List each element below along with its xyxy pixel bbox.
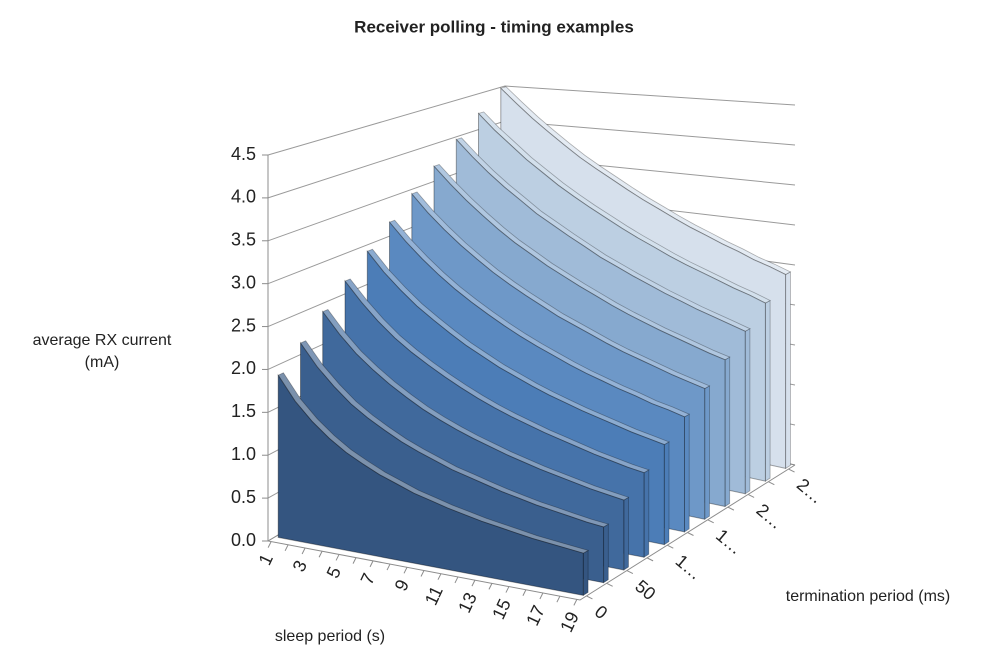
- z-tick-mark: [727, 506, 735, 511]
- ribbon-side: [704, 385, 710, 520]
- z-tick-label: 2…: [753, 500, 787, 533]
- ribbon: [277, 373, 584, 597]
- x-tick-mark: [522, 589, 527, 596]
- x-tick-label: 17: [522, 602, 549, 629]
- ribbon-side: [744, 328, 751, 495]
- x-tick-mark: [267, 541, 272, 548]
- z-tick-label: 2…: [793, 474, 827, 507]
- ribbon-side: [643, 469, 650, 559]
- chart-title: Receiver polling - timing examples: [354, 17, 634, 36]
- x-tick-mark: [505, 586, 510, 593]
- x-tick-label: 13: [454, 589, 481, 616]
- z-tick-mark: [788, 468, 795, 473]
- z-tick-mark: [646, 557, 654, 562]
- y-tick-label: 4.0: [231, 187, 256, 207]
- x-tick-mark: [437, 573, 442, 580]
- x-tick-mark: [573, 599, 578, 606]
- y-tick-label: 0.5: [231, 487, 256, 507]
- ribbon-side: [724, 356, 731, 508]
- x-tick-label: 19: [556, 609, 583, 636]
- x-tick-mark: [352, 557, 357, 564]
- x-tick-mark: [471, 579, 476, 587]
- ribbon-side: [785, 271, 791, 470]
- ribbon-side: [623, 496, 629, 571]
- z-tick-label: 0: [591, 601, 612, 623]
- z-tick-mark: [586, 595, 593, 600]
- ribbon-top: [477, 111, 771, 304]
- z-axis-title: termination period (ms): [786, 588, 951, 605]
- x-tick-mark: [403, 567, 408, 574]
- ribbon-side: [663, 441, 670, 546]
- z-tick-mark: [747, 493, 755, 498]
- z-tick-mark: [768, 481, 775, 486]
- z-tick-label: 1…: [672, 551, 706, 584]
- y-tick-label: 3.0: [231, 272, 256, 292]
- x-tick-mark: [301, 547, 306, 555]
- z-tick-label: 50: [631, 576, 659, 604]
- z-tick-mark: [606, 582, 613, 587]
- x-tick-mark: [454, 576, 459, 584]
- x-tick-label: 1: [255, 551, 277, 569]
- x-tick-mark: [488, 583, 493, 590]
- x-tick-mark: [556, 595, 561, 603]
- ribbon-top: [433, 164, 731, 361]
- x-tick-mark: [420, 570, 425, 577]
- y-axis-title: (mA): [85, 354, 120, 371]
- x-tick-label: 7: [357, 570, 379, 588]
- ribbon-side: [684, 413, 690, 533]
- x-tick-mark: [369, 560, 374, 568]
- ribbon-top: [277, 372, 590, 554]
- z-tick-label: 1…: [712, 525, 746, 558]
- x-tick-mark: [386, 563, 391, 571]
- x-tick-label: 5: [323, 564, 345, 582]
- z-tick-mark: [626, 570, 634, 575]
- ribbon-side: [765, 299, 771, 482]
- x-tick-mark: [318, 551, 323, 558]
- x-axis-title: sleep period (s): [275, 628, 385, 645]
- x-tick-label: 11: [421, 583, 447, 608]
- x-tick-label: 3: [289, 557, 311, 575]
- y-tick-label: 0.0: [231, 530, 256, 550]
- x-tick-label: 9: [391, 577, 413, 595]
- x-tick-label: 15: [488, 596, 515, 623]
- x-tick-mark: [284, 544, 289, 552]
- y-tick-label: 2.5: [231, 315, 256, 335]
- x-tick-mark: [539, 592, 544, 600]
- z-tick-mark: [687, 532, 694, 536]
- y-axis-title: average RX current: [33, 332, 172, 349]
- z-tick-mark: [707, 519, 714, 524]
- x-tick-mark: [335, 554, 340, 561]
- y-tick-label: 1.5: [231, 401, 256, 421]
- z-tick-mark: [667, 544, 674, 549]
- ribbon-side: [582, 549, 589, 597]
- y-tick-label: 1.0: [231, 444, 256, 464]
- y-tick-label: 3.5: [231, 230, 256, 250]
- y-tick-label: 4.5: [231, 144, 256, 164]
- ribbon-side: [603, 523, 609, 584]
- y-tick-label: 2.0: [231, 358, 256, 378]
